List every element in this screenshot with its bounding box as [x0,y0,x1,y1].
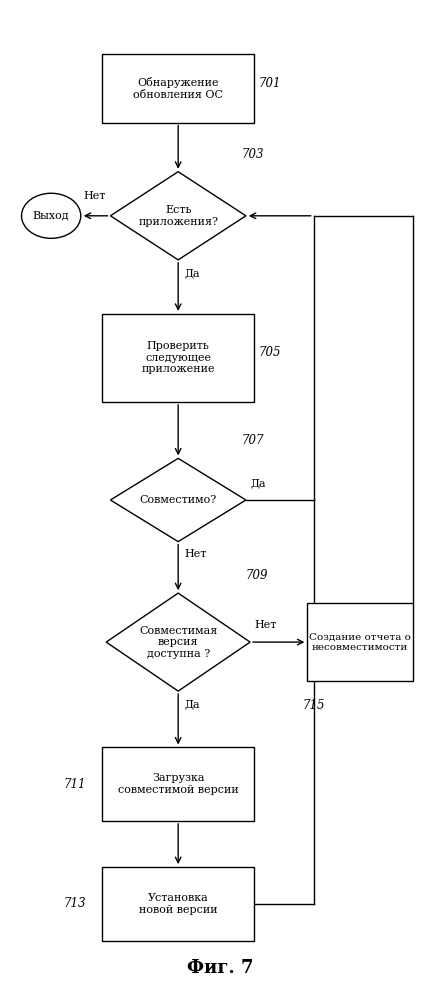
FancyBboxPatch shape [102,867,254,941]
Text: 703: 703 [242,148,264,161]
Text: Установка
новой версии: Установка новой версии [139,893,217,915]
Text: Да: Да [184,699,200,709]
Text: Проверить
следующее
приложение: Проверить следующее приложение [142,341,215,374]
Polygon shape [110,172,246,260]
Text: Есть
приложения?: Есть приложения? [138,205,218,227]
Text: 701: 701 [258,77,281,90]
Text: Нет: Нет [254,620,277,630]
Text: Создание отчета о
несовместимости: Создание отчета о несовместимости [309,632,411,652]
Text: 713: 713 [64,897,86,910]
Text: Нет: Нет [184,549,207,559]
Text: 709: 709 [246,569,269,582]
Text: 707: 707 [242,434,264,447]
FancyBboxPatch shape [102,747,254,821]
Text: Фиг. 7: Фиг. 7 [187,959,254,977]
Text: 715: 715 [303,699,325,712]
Text: Загрузка
совместимой версии: Загрузка совместимой версии [118,773,239,795]
Ellipse shape [22,193,81,238]
Text: 711: 711 [64,778,86,791]
Text: Обнаружение
обновления ОС: Обнаружение обновления ОС [133,77,223,100]
Text: Выход: Выход [33,211,70,221]
Polygon shape [106,593,250,691]
FancyBboxPatch shape [307,603,413,681]
Text: Совместимо?: Совместимо? [139,495,217,505]
FancyBboxPatch shape [102,314,254,402]
Text: Совместимая
версия
доступна ?: Совместимая версия доступна ? [139,626,217,659]
Text: Да: Да [250,478,266,488]
Text: 705: 705 [258,347,281,360]
Polygon shape [110,458,246,542]
Text: Да: Да [184,268,200,278]
FancyBboxPatch shape [102,54,254,123]
Text: Нет: Нет [84,191,106,201]
